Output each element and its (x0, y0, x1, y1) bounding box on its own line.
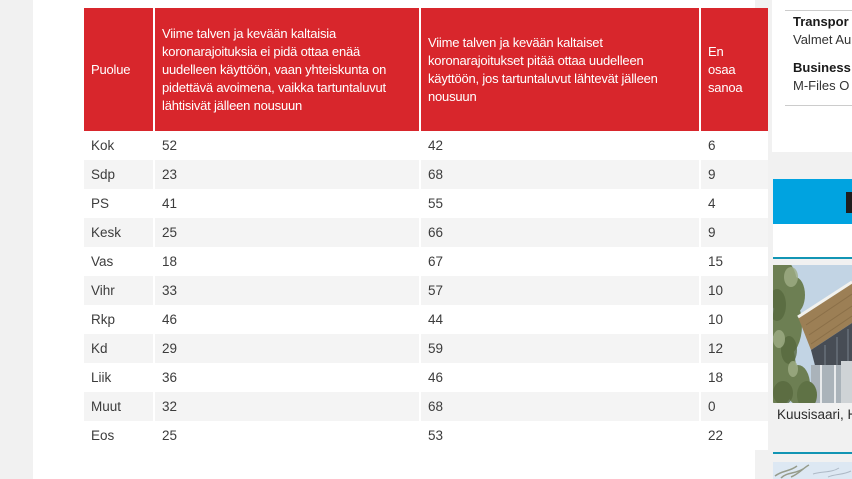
cell-party: PS (91, 196, 110, 211)
sidebar-news-list: Transpor Valmet Au Business M-Files O (793, 13, 852, 105)
cell-party: Kok (91, 138, 115, 153)
news-item-category[interactable]: Business (793, 60, 851, 75)
cell-yes-restrictions: 44 (419, 305, 699, 334)
section-divider (773, 452, 852, 454)
cell-party: Vas (91, 254, 114, 269)
cell-party: Eos (91, 428, 115, 443)
cell-dont-know: 15 (699, 247, 768, 276)
cell-party: Kd (91, 341, 108, 356)
cell-party: Muut (91, 399, 122, 414)
cell-no-restrictions: 36 (153, 363, 419, 392)
cell-party: Vihr (91, 283, 115, 298)
cell-yes-restrictions: 57 (419, 276, 699, 305)
table-row: Rkp 46 44 10 (84, 305, 768, 334)
cell-party: Liik (91, 370, 112, 385)
news-list-item[interactable]: Transpor Valmet Au (793, 13, 852, 49)
ad-button[interactable] (846, 192, 852, 213)
sidebar-divider-top (785, 10, 852, 11)
cell-dont-know: 0 (699, 392, 768, 421)
cell-yes-restrictions: 68 (419, 392, 699, 421)
cell-no-restrictions: 18 (153, 247, 419, 276)
cell-party: Sdp (91, 167, 116, 182)
cell-yes-restrictions: 66 (419, 218, 699, 247)
table-row: Kok 52 42 6 (84, 131, 768, 160)
cell-yes-restrictions: 53 (419, 421, 699, 450)
cell-no-restrictions: 46 (153, 305, 419, 334)
cell-dont-know: 10 (699, 305, 768, 334)
cell-dont-know: 4 (699, 189, 768, 218)
news-item-company[interactable]: M-Files O (793, 78, 850, 93)
col-header-dont-know: En osaa sanoa (699, 8, 768, 131)
cell-yes-restrictions: 55 (419, 189, 699, 218)
ad-banner[interactable] (773, 179, 852, 224)
col-header-no-restrictions: Viime talven ja kevään kaltaisia koronar… (153, 8, 419, 131)
table-row: Sdp 23 68 9 (84, 160, 768, 189)
table-row: Muut 32 68 0 (84, 392, 768, 421)
poll-table-body: Kok 52 42 6 Sdp 23 68 9 PS 41 55 4 Kesk … (84, 131, 768, 450)
cell-dont-know: 9 (699, 160, 768, 189)
table-row: Vas 18 67 15 (84, 247, 768, 276)
news-list-item[interactable]: Business M-Files O (793, 59, 852, 95)
sidebar-divider-bottom (785, 105, 852, 106)
cell-no-restrictions: 29 (153, 334, 419, 363)
news-item-company[interactable]: Valmet Au (793, 32, 852, 47)
cell-no-restrictions: 23 (153, 160, 419, 189)
cell-no-restrictions: 25 (153, 421, 419, 450)
cell-yes-restrictions: 67 (419, 247, 699, 276)
table-row: Eos 25 53 22 (84, 421, 768, 450)
poll-table-header: Puolue Viime talven ja kevään kaltaisia … (84, 8, 768, 131)
news-item-category[interactable]: Transpor (793, 14, 849, 29)
table-row: Kesk 25 66 9 (84, 218, 768, 247)
article-thumbnail-winter[interactable] (773, 462, 852, 479)
ad-banner-lower (773, 224, 852, 258)
table-row: Kd 29 59 12 (84, 334, 768, 363)
article-thumbnail-house[interactable] (773, 265, 852, 403)
cell-no-restrictions: 33 (153, 276, 419, 305)
poll-table: Puolue Viime talven ja kevään kaltaisia … (84, 8, 768, 450)
table-row: Liik 36 46 18 (84, 363, 768, 392)
article-content-card: Puolue Viime talven ja kevään kaltaisia … (33, 0, 768, 479)
cell-dont-know: 10 (699, 276, 768, 305)
cell-no-restrictions: 41 (153, 189, 419, 218)
cell-party: Rkp (91, 312, 116, 327)
cell-dont-know: 18 (699, 363, 768, 392)
article-caption[interactable]: Kuusisaari, H (777, 407, 852, 422)
col-header-yes-restrictions: Viime talven ja kevään kaltaiset koronar… (419, 8, 699, 131)
cell-no-restrictions: 25 (153, 218, 419, 247)
cell-yes-restrictions: 59 (419, 334, 699, 363)
cell-yes-restrictions: 68 (419, 160, 699, 189)
table-row: PS 41 55 4 (84, 189, 768, 218)
cell-party: Kesk (91, 225, 122, 240)
cell-no-restrictions: 32 (153, 392, 419, 421)
cell-no-restrictions: 52 (153, 131, 419, 160)
cell-dont-know: 6 (699, 131, 768, 160)
table-row: Vihr 33 57 10 (84, 276, 768, 305)
cell-yes-restrictions: 42 (419, 131, 699, 160)
cell-dont-know: 22 (699, 421, 768, 450)
col-header-party: Puolue (84, 8, 153, 131)
cell-dont-know: 9 (699, 218, 768, 247)
cell-dont-know: 12 (699, 334, 768, 363)
cell-yes-restrictions: 46 (419, 363, 699, 392)
section-divider (773, 257, 852, 259)
sidebar-news-card (772, 0, 852, 152)
